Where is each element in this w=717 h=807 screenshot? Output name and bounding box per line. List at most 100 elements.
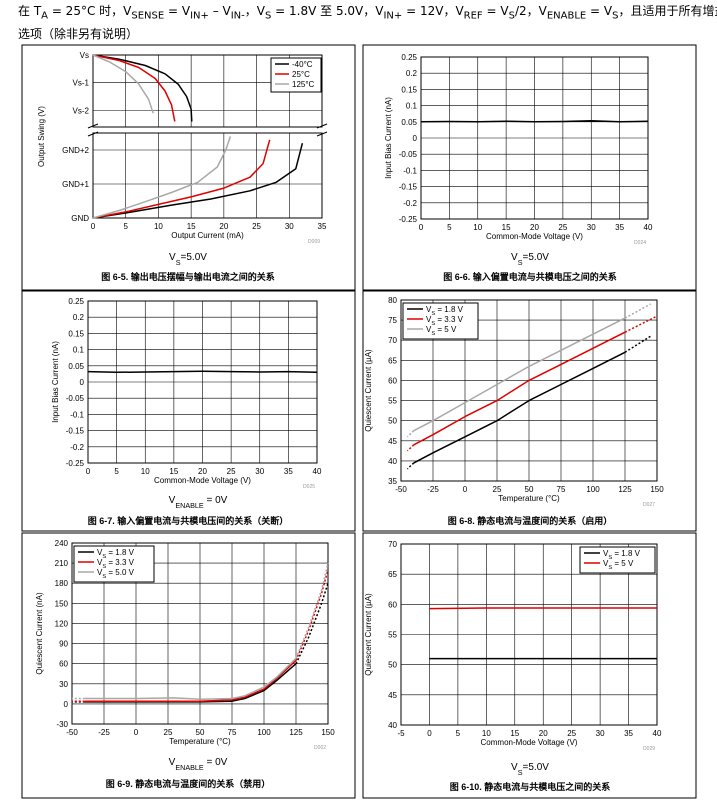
series-line	[420, 120, 649, 123]
legend-label-sub: S	[431, 331, 435, 337]
x-tick-label: 20	[539, 729, 548, 738]
y-tick-label: 55	[388, 397, 397, 406]
figure-panel	[21, 44, 356, 291]
header-text: /2，V	[514, 4, 547, 18]
x-tick-label: 150	[321, 728, 335, 737]
legend-label: VS = 1.8 V	[426, 305, 464, 317]
x-tick-label: 15	[187, 222, 196, 231]
figure-panel	[362, 290, 697, 532]
series-line	[92, 139, 271, 219]
y-axis-label: Quiescent Current (µA)	[364, 349, 373, 432]
y-axis-label: Input Bias Current (nA)	[51, 341, 60, 423]
y-tick-label: 75	[388, 316, 397, 325]
y-tick-label: 70	[388, 540, 397, 549]
legend-label-rest: = 1.8 V	[435, 305, 463, 314]
legend-label-main: V	[603, 559, 609, 568]
header-sub: IN+	[190, 10, 209, 22]
header-sub: ENABLE	[546, 10, 587, 22]
x-tick-label: 50	[196, 728, 205, 737]
y-axis-label: Output Swing (V)	[37, 106, 46, 167]
plot-area: 0 5 10 15 20 25 30 35 40 0.25 0.2 0.15 0.1 0.05 0 -0.05…	[51, 297, 322, 490]
figure-panel	[21, 532, 356, 799]
y-axis-label: Input Bias Current (nA)	[384, 97, 393, 179]
y-tick-label: 70	[388, 336, 397, 345]
figure-condition-rest: = 0V	[204, 495, 228, 506]
x-tick-label: 0	[91, 222, 96, 231]
header-text: = V	[586, 4, 613, 18]
legend-label-main: V	[426, 325, 432, 334]
figure-condition-sub: S	[518, 768, 523, 777]
x-tick-label: 25	[567, 729, 576, 738]
legend-label-main: V	[97, 568, 103, 577]
legend-label: -40°C	[292, 60, 313, 69]
header-text: = V	[482, 4, 509, 18]
legend-label-rest: = 3.3 V	[435, 315, 463, 324]
figure-condition: VS=5.0V	[511, 252, 549, 267]
legend-label-main: V	[97, 548, 103, 557]
y-tick-label: -0.15	[399, 183, 418, 192]
x-tick-label: 20	[198, 467, 207, 476]
header-sub: S	[508, 10, 515, 22]
y-tick-label: -0.25	[399, 215, 418, 224]
y-tick-label: -0.1	[403, 166, 417, 175]
y-tick-label: 40	[388, 457, 397, 466]
series-line	[413, 351, 626, 464]
series-line-dotted	[624, 315, 658, 333]
legend-label-main: V	[603, 549, 609, 558]
header-text: ，且适用于所有增益	[618, 4, 717, 18]
x-tick-label: 30	[255, 467, 264, 476]
x-tick-label: 125	[618, 485, 632, 494]
y-tick-label: 30	[59, 680, 68, 689]
y-tick-label: -0.05	[66, 394, 85, 403]
x-axis-label: Common-Mode Voltage (V)	[486, 232, 583, 241]
x-tick-label: 10	[473, 223, 482, 232]
series-line-dotted	[295, 582, 329, 665]
y-tick-label: 60	[59, 660, 68, 669]
legend-label-rest: = 1.8 V	[612, 549, 640, 558]
legend-label-rest: = 5.0 V	[106, 568, 134, 577]
legend-label: VS = 3.3 V	[97, 558, 135, 570]
legend-label-sub: S	[431, 311, 435, 317]
y-tick-label: 0.2	[406, 69, 418, 78]
figure-condition-rest: = 0V	[204, 757, 228, 768]
series-line-dotted	[624, 335, 651, 353]
x-tick-label: 30	[596, 729, 605, 738]
y-tick-label: 0	[64, 700, 69, 709]
header-line-1: 在 TA = 25°C 时，VSENSE = VIN+ – VIN-，VS = …	[18, 2, 717, 25]
axis-break-mark	[316, 123, 328, 137]
y-tick-label: 180	[55, 579, 69, 588]
x-tick-label: 25	[493, 485, 502, 494]
series-line-dotted	[295, 562, 329, 659]
series-line	[92, 136, 232, 219]
figure-panel	[362, 44, 697, 291]
y-tick-label: 0.25	[401, 53, 417, 62]
series-line-dotted	[406, 430, 415, 438]
series-line	[84, 657, 297, 700]
y-tick-label: 45	[388, 437, 397, 446]
legend-label-rest: = 5 V	[612, 559, 634, 568]
x-tick-label: 0	[463, 485, 468, 494]
y-tick-label: -0.05	[399, 150, 418, 159]
y-tick-label: GND+2	[62, 146, 89, 155]
figure-caption: 图 6-6. 输入偏置电流与共模电压之间的关系	[443, 271, 617, 282]
figure-code: D029	[643, 746, 655, 752]
x-tick-label: 25	[164, 728, 173, 737]
x-tick-label: 15	[169, 467, 178, 476]
axis-break-mark	[87, 123, 99, 137]
figure-condition-rest: =5.0V	[523, 252, 550, 263]
legend-label: VS = 5 V	[603, 559, 634, 571]
y-tick-label: 90	[59, 640, 68, 649]
x-tick-label: 150	[650, 485, 664, 494]
plot-area: -50 -25 0 25 50 75 100 125 150 80 75 70 65 60 55 50 45 40…	[364, 296, 664, 508]
header-sub: S	[612, 10, 619, 22]
legend-label: VS = 5 V	[426, 325, 457, 337]
series-line-dotted	[624, 303, 651, 319]
plot-frame	[400, 299, 658, 482]
figure-caption: 图 6-10. 静态电流与共模电压之间的关系	[450, 781, 611, 792]
series-line	[84, 659, 297, 702]
figure-code: D024	[634, 240, 646, 246]
figure-condition-main: V	[169, 495, 176, 506]
figure-condition: VENABLE = 0V	[169, 495, 228, 510]
legend-label: VS = 1.8 V	[603, 549, 641, 561]
plot-frame	[420, 56, 649, 220]
